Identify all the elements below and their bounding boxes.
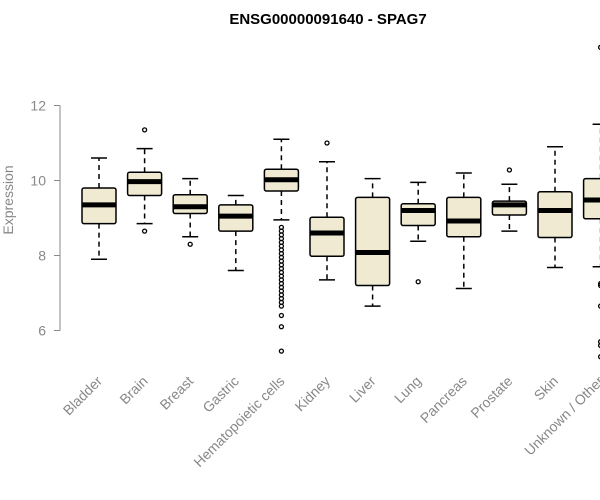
box-prostate bbox=[491, 167, 528, 232]
box-unknown-other bbox=[582, 44, 600, 360]
outlier-point bbox=[597, 354, 600, 360]
x-tick-label: Skin bbox=[531, 373, 562, 404]
boxes-group bbox=[81, 44, 600, 360]
outlier-point bbox=[415, 279, 421, 285]
x-tick-label: Pancreas bbox=[417, 373, 470, 426]
chart-title: ENSG00000091640 - SPAG7 bbox=[229, 11, 426, 28]
iqr-box bbox=[400, 203, 436, 227]
y-tick-label: 12 bbox=[30, 98, 46, 114]
x-tick-label: Bladder bbox=[60, 373, 106, 419]
box-liver bbox=[354, 177, 391, 307]
outlier-point bbox=[597, 342, 600, 349]
x-tick-label: Lung bbox=[391, 373, 424, 406]
outlier-point bbox=[597, 339, 600, 345]
box-brain bbox=[126, 127, 163, 234]
outlier-point bbox=[141, 228, 148, 234]
x-tick-label: Prostate bbox=[467, 373, 515, 421]
iqr-box bbox=[354, 196, 391, 287]
box-pancreas bbox=[446, 172, 482, 290]
iqr-box bbox=[537, 191, 573, 239]
x-tick-label: Kidney bbox=[292, 373, 334, 415]
outlier-point bbox=[278, 348, 285, 354]
x-tick-label: Liver bbox=[346, 373, 379, 406]
outlier-point bbox=[278, 303, 285, 309]
outlier-point bbox=[597, 44, 600, 50]
y-axis-label: Expression bbox=[0, 165, 16, 234]
box-hematopoietic-cells bbox=[263, 138, 300, 354]
iqr-box bbox=[309, 216, 345, 257]
outlier-point bbox=[324, 140, 330, 146]
outlier-point bbox=[597, 282, 600, 289]
iqr-box bbox=[172, 194, 208, 215]
iqr-box bbox=[446, 196, 482, 238]
y-axis: 6 8 10 12 bbox=[30, 98, 61, 339]
x-tick-label: Brain bbox=[116, 373, 150, 407]
box-skin bbox=[537, 146, 573, 269]
x-tick-label: Breast bbox=[156, 373, 196, 413]
outlier-point bbox=[278, 312, 285, 319]
outlier-point bbox=[278, 324, 285, 330]
y-tick-label: 10 bbox=[30, 173, 46, 189]
y-tick-label: 6 bbox=[38, 323, 46, 339]
x-tick-label: Unknown / Other bbox=[521, 373, 600, 459]
outlier-point bbox=[141, 127, 148, 133]
box-kidney bbox=[309, 140, 345, 281]
box-lung bbox=[400, 181, 436, 285]
box-breast bbox=[172, 177, 208, 247]
outlier-point bbox=[187, 241, 193, 247]
x-tick-label: Gastric bbox=[199, 373, 242, 416]
y-tick-label: 8 bbox=[38, 248, 46, 264]
box-gastric bbox=[218, 194, 254, 272]
x-tick-label: Hematopoietic cells bbox=[190, 373, 287, 470]
outlier-point bbox=[506, 167, 513, 173]
outlier-point bbox=[597, 303, 600, 309]
outlier-point bbox=[597, 281, 600, 287]
box-bladder bbox=[81, 157, 117, 260]
